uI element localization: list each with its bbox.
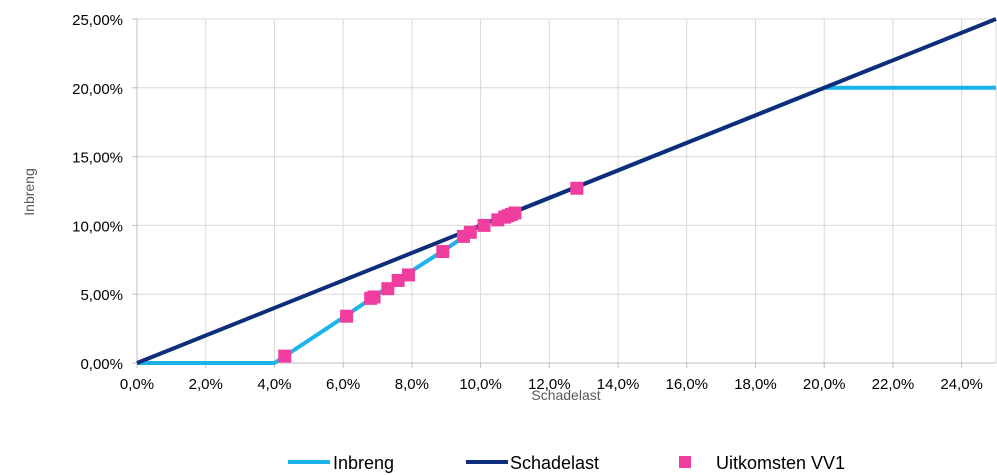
legend-label-uitkomsten: Uitkomsten VV1 bbox=[716, 453, 845, 473]
legend-label-schadelast: Schadelast bbox=[510, 453, 599, 473]
x-tick-label: 10,0% bbox=[459, 376, 502, 393]
data-point-uitkomsten-vv1 bbox=[278, 349, 292, 363]
tick-labels: 0,0% 2,0% 4,0% 6,0% 8,0% 10,0% 12,0% 14,0% 16,0%… bbox=[72, 12, 983, 393]
x-tick-label: 14,0% bbox=[597, 376, 640, 393]
data-point-uitkomsten-vv1 bbox=[367, 290, 381, 304]
x-tick-label: 20,0% bbox=[803, 376, 846, 393]
x-tick-label: 6,0% bbox=[326, 376, 360, 393]
axes bbox=[132, 18, 996, 368]
x-tick-label: 18,0% bbox=[734, 376, 777, 393]
y-tick-label: 5,00% bbox=[80, 287, 123, 304]
legend: Inbreng Schadelast Uitkomsten VV1 bbox=[288, 453, 845, 473]
x-tick-label: 24,0% bbox=[940, 376, 983, 393]
y-tick-label: 0,00% bbox=[80, 356, 123, 373]
series-layer bbox=[136, 17, 997, 365]
legend-marker-uitkomsten bbox=[679, 456, 691, 468]
x-tick-label: 8,0% bbox=[395, 376, 429, 393]
x-axis-title: Schadelast bbox=[531, 387, 600, 403]
data-point-uitkomsten-vv1 bbox=[477, 218, 491, 232]
x-tick-label: 12,0% bbox=[528, 376, 571, 393]
x-tick-label: 0,0% bbox=[120, 376, 154, 393]
data-point-uitkomsten-vv1 bbox=[340, 309, 354, 323]
data-point-uitkomsten-vv1 bbox=[391, 273, 405, 287]
x-tick-label: 16,0% bbox=[665, 376, 708, 393]
data-point-uitkomsten-vv1 bbox=[508, 206, 522, 220]
y-tick-label: 25,00% bbox=[72, 12, 123, 29]
data-point-uitkomsten-vv1 bbox=[436, 245, 450, 259]
series-line-schadelast bbox=[136, 17, 997, 365]
data-point-uitkomsten-vv1 bbox=[381, 282, 395, 296]
y-axis-title: Inbreng bbox=[21, 168, 37, 215]
x-tick-label: 22,0% bbox=[872, 376, 915, 393]
data-point-uitkomsten-vv1 bbox=[463, 225, 477, 239]
x-tick-label: 4,0% bbox=[257, 376, 291, 393]
y-tick-label: 15,00% bbox=[72, 150, 123, 167]
grid bbox=[137, 18, 997, 363]
legend-label-inbreng: Inbreng bbox=[333, 453, 394, 473]
data-point-uitkomsten-vv1 bbox=[401, 268, 415, 282]
y-tick-label: 10,00% bbox=[72, 218, 123, 235]
x-tick-label: 2,0% bbox=[189, 376, 223, 393]
data-point-uitkomsten-vv1 bbox=[570, 181, 584, 195]
y-tick-label: 20,00% bbox=[72, 81, 123, 98]
